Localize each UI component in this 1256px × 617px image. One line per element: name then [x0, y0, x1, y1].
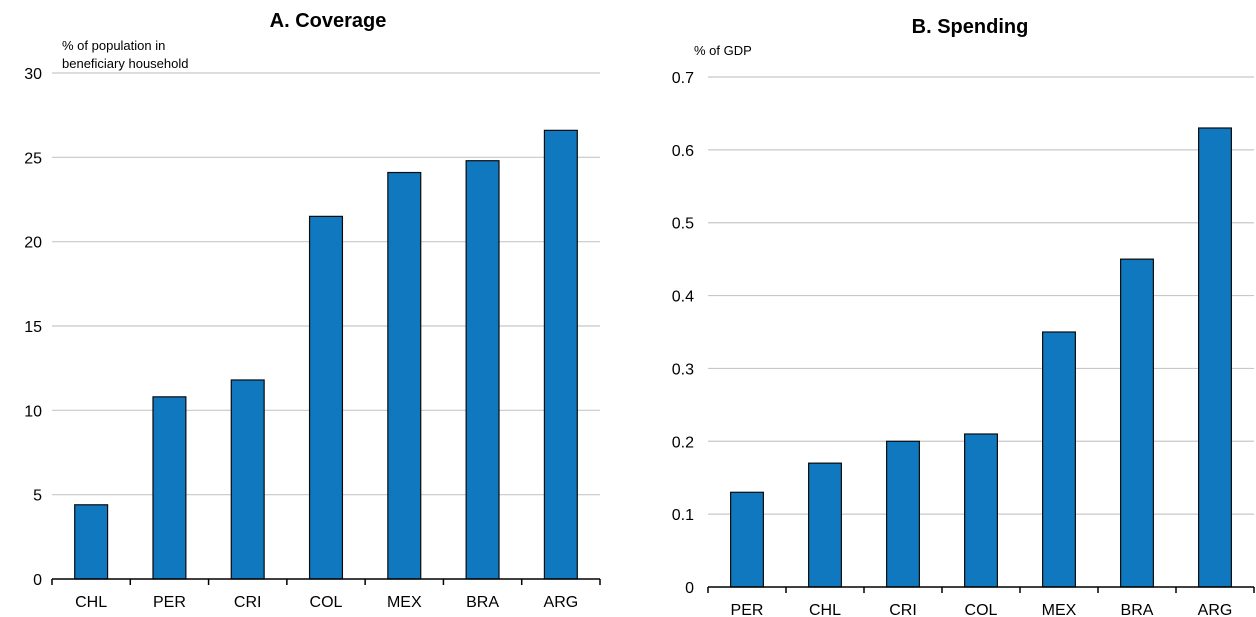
y-tick-label: 25: [24, 150, 42, 167]
category-labels: CHL PER CRI COL MEX BRA ARG: [75, 594, 578, 611]
category-label: ARG: [544, 594, 579, 611]
chart-title: A. Coverage: [270, 10, 387, 32]
x-axis: [51, 578, 601, 585]
x-axis: [707, 586, 1255, 593]
y-axis-label-line-2: beneficiary household: [62, 56, 188, 71]
category-label: CHL: [75, 594, 107, 611]
y-tick-label: 15: [24, 319, 42, 336]
y-tick-label: 0: [685, 580, 694, 597]
category-label: BRA: [1121, 602, 1154, 617]
panel-coverage: A. Coverage % of population in beneficia…: [24, 10, 601, 611]
category-label: BRA: [466, 594, 499, 611]
category-label: COL: [310, 594, 343, 611]
bars: [74, 129, 578, 580]
bar-mex: [1042, 331, 1076, 588]
category-label: COL: [965, 602, 998, 617]
bar-per: [730, 491, 764, 588]
y-tick-labels: 0 5 10 15 20 25 30: [24, 66, 42, 589]
y-tick-label: 0.2: [672, 434, 694, 451]
y-tick-label: 0.3: [672, 361, 694, 378]
bar-bra: [465, 160, 500, 580]
y-tick-label: 0.7: [672, 70, 694, 87]
y-axis-label-line-1: % of population in: [62, 38, 165, 53]
category-label: PER: [731, 602, 764, 617]
y-tick-label: 30: [24, 66, 42, 83]
bar-mex: [387, 171, 422, 580]
category-label: ARG: [1198, 602, 1233, 617]
bar-bra: [1120, 258, 1154, 588]
bar-col: [308, 215, 344, 580]
category-label: MEX: [387, 594, 422, 611]
category-label: CRI: [234, 594, 262, 611]
category-label: CRI: [889, 602, 917, 617]
y-tick-label: 0.1: [672, 507, 694, 524]
y-tick-label: 0.4: [672, 289, 694, 306]
y-axis-label: % of GDP: [694, 43, 752, 58]
bar-chl: [808, 462, 842, 588]
category-label: MEX: [1042, 602, 1077, 617]
bar-cri: [230, 379, 265, 580]
bar-cri: [886, 440, 920, 588]
y-tick-label: 20: [24, 235, 42, 252]
bar-per: [152, 396, 187, 580]
bars: [730, 127, 1232, 588]
bar-col: [964, 433, 998, 588]
y-tick-labels: 0 0.1 0.2 0.3 0.4 0.5 0.6 0.7: [672, 70, 694, 597]
category-label: PER: [153, 594, 186, 611]
y-tick-label: 0.5: [672, 216, 694, 233]
bar-chl: [74, 504, 109, 580]
category-label: CHL: [809, 602, 841, 617]
bar-arg: [543, 129, 578, 580]
category-labels: PER CHL CRI COL MEX BRA ARG: [731, 602, 1233, 617]
y-tick-label: 5: [33, 488, 42, 505]
y-tick-label: 0: [33, 572, 42, 589]
chart-title: B. Spending: [912, 16, 1029, 38]
bar-arg: [1198, 127, 1232, 588]
panel-spending: B. Spending % of GDP 0 0.1 0.2 0.3 0.4 0.5 0.6…: [672, 16, 1255, 617]
y-tick-label: 10: [24, 403, 42, 420]
y-tick-label: 0.6: [672, 143, 694, 160]
